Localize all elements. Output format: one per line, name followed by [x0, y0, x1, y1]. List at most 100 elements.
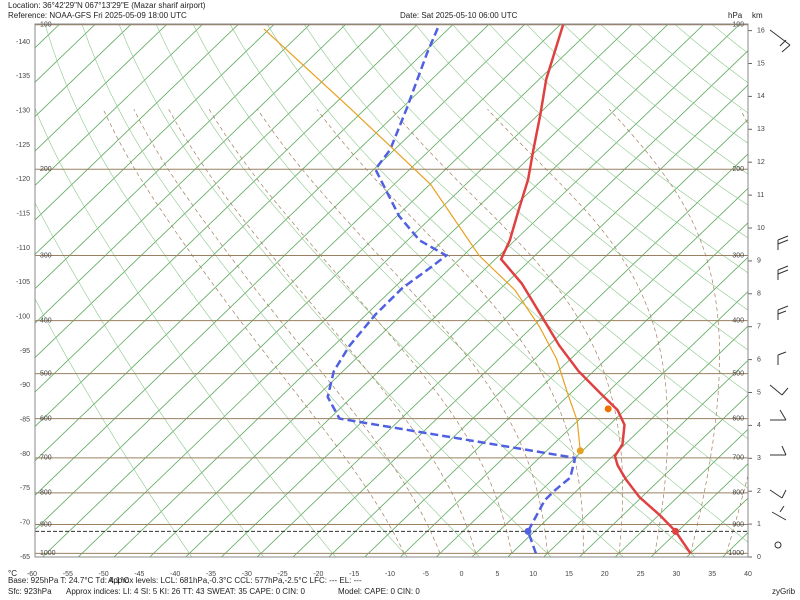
- x-tick-label: 15: [565, 571, 573, 578]
- y2-tick-label: 15: [757, 60, 765, 67]
- moist-adiabat: [316, 109, 584, 554]
- skewed-tick-label: -120: [16, 176, 30, 183]
- x-tick-label: -50: [99, 571, 109, 578]
- y2-tick-label: 13: [757, 126, 765, 133]
- dry-adiabat: [44, 24, 408, 557]
- y2-tick-label: 11: [757, 192, 764, 199]
- marker: [672, 527, 680, 535]
- y2-tick-label: 16: [757, 27, 765, 34]
- dry-adiabat: [35, 298, 193, 557]
- isotherm: [614, 428, 748, 557]
- profiles: [263, 24, 692, 555]
- isotherm: [35, 24, 418, 393]
- dry-adiabat: [156, 24, 624, 557]
- y-tick-label: 500: [40, 370, 52, 377]
- isotherm: [35, 24, 454, 427]
- y2-tick-label: 9: [757, 258, 761, 265]
- isotherm: [35, 24, 275, 255]
- y2-tick-label: 10: [757, 225, 765, 232]
- x-tick-label: 5: [495, 571, 499, 578]
- profile-line: [263, 28, 581, 451]
- x-tick-label: 10: [529, 571, 537, 578]
- skewed-tick-label: -75: [20, 485, 30, 492]
- skewed-tick-label: -80: [20, 451, 30, 458]
- x-tick-label: -15: [349, 571, 359, 578]
- y2-tick-label: 7: [757, 324, 761, 331]
- y2-tick-label: 1: [757, 521, 761, 528]
- y-tick-label: 800: [40, 490, 52, 497]
- moist-adiabat: [208, 109, 512, 554]
- isotherm: [35, 24, 526, 496]
- y-tick-label: 200: [40, 166, 52, 173]
- dry-adiabat: [415, 24, 748, 311]
- y-tick-label: 300: [40, 252, 52, 259]
- isotherm: [471, 291, 748, 557]
- dry-adiabat: [118, 24, 552, 557]
- isotherm: [35, 24, 132, 118]
- footer-sfc: Sfc: 923hPa: [8, 587, 52, 596]
- y2-axis-label: km: [752, 11, 763, 20]
- dry-adiabat: [452, 24, 748, 274]
- skewed-tick-label: -115: [17, 210, 31, 217]
- isotherm: [35, 24, 204, 187]
- skewed-tick-label: -110: [17, 245, 31, 252]
- y2-tick-label: 4: [757, 422, 761, 429]
- isotherm: [185, 24, 741, 557]
- skewed-tick-label: -70: [20, 520, 30, 527]
- y2-tick-label: 12: [757, 159, 765, 166]
- moist-adiabat: [608, 109, 720, 554]
- y-tick-label: 600: [732, 415, 744, 422]
- footer-base: Base: 925hPa T: 24.7°C Td: 4.1°C: [8, 576, 130, 585]
- footer-model: Model: CAPE: 0 CIN: 0: [338, 587, 420, 596]
- moist-adiabat: [168, 109, 477, 554]
- isotherm: [35, 24, 383, 359]
- y-tick-label: 900: [40, 521, 52, 528]
- y-axis-label: hPa: [728, 11, 743, 20]
- skewed-tick-label: -65: [20, 554, 30, 561]
- skewed-tick-label: -105: [16, 279, 30, 286]
- y-tick-label: 400: [40, 317, 52, 324]
- y-tick-label: 900: [732, 521, 744, 528]
- location: Location: 36°42'29"N 067°13'29"E (Mazar …: [8, 1, 206, 10]
- skewed-tick-label: -130: [16, 107, 30, 114]
- y2-tick-label: 2: [757, 488, 761, 495]
- dry-adiabat: [230, 24, 748, 543]
- y-tick-label: 700: [40, 455, 52, 462]
- moist-adiabat: [726, 109, 748, 554]
- x-tick-label: -25: [278, 571, 288, 578]
- y-tick-label: 100: [40, 22, 52, 29]
- isotherm: [35, 24, 239, 221]
- x-tick-label: -30: [242, 571, 252, 578]
- x-axis-label: °C: [8, 569, 17, 578]
- dry-adiabat: [193, 24, 696, 557]
- reference: Reference: NOAA-GFS Fri 2025-05-09 18:00…: [8, 11, 187, 20]
- isotherm: [435, 256, 748, 557]
- dry-adiabat: [81, 24, 480, 557]
- footer-indices: Approx indices: LI: 4 SI: 5 KI: 26 TT: 4…: [66, 587, 305, 596]
- marker: [524, 527, 532, 535]
- wind-barbs: [769, 29, 791, 549]
- footer-levels: Approx levels: LCL: 681hPa,-0.3°C CCL: 5…: [108, 576, 362, 585]
- plot-frame: [34, 23, 749, 558]
- isotherm: [328, 153, 748, 557]
- isotherm: [256, 84, 748, 557]
- x-tick-label: -45: [134, 571, 144, 578]
- isotherm: [113, 24, 669, 557]
- dry-adiabat: [35, 202, 265, 557]
- isotherm: [35, 24, 347, 324]
- x-tick-label: -5: [423, 571, 429, 578]
- skewed-tick-label: -90: [20, 382, 30, 389]
- x-tick-label: 40: [744, 571, 752, 578]
- skewed-tick-label: -135: [16, 73, 30, 80]
- dry-adiabat: [35, 107, 337, 557]
- moist-adiabat: [391, 109, 623, 554]
- dry-adiabat: [489, 24, 748, 239]
- y-tick-label: 800: [732, 490, 744, 497]
- y-tick-label: 700: [732, 455, 744, 462]
- y-tick-label: 400: [732, 317, 744, 324]
- footer-credit: zyGrib: [772, 587, 796, 596]
- dry-adiabat: [378, 24, 748, 351]
- moist-adiabat: [487, 109, 669, 554]
